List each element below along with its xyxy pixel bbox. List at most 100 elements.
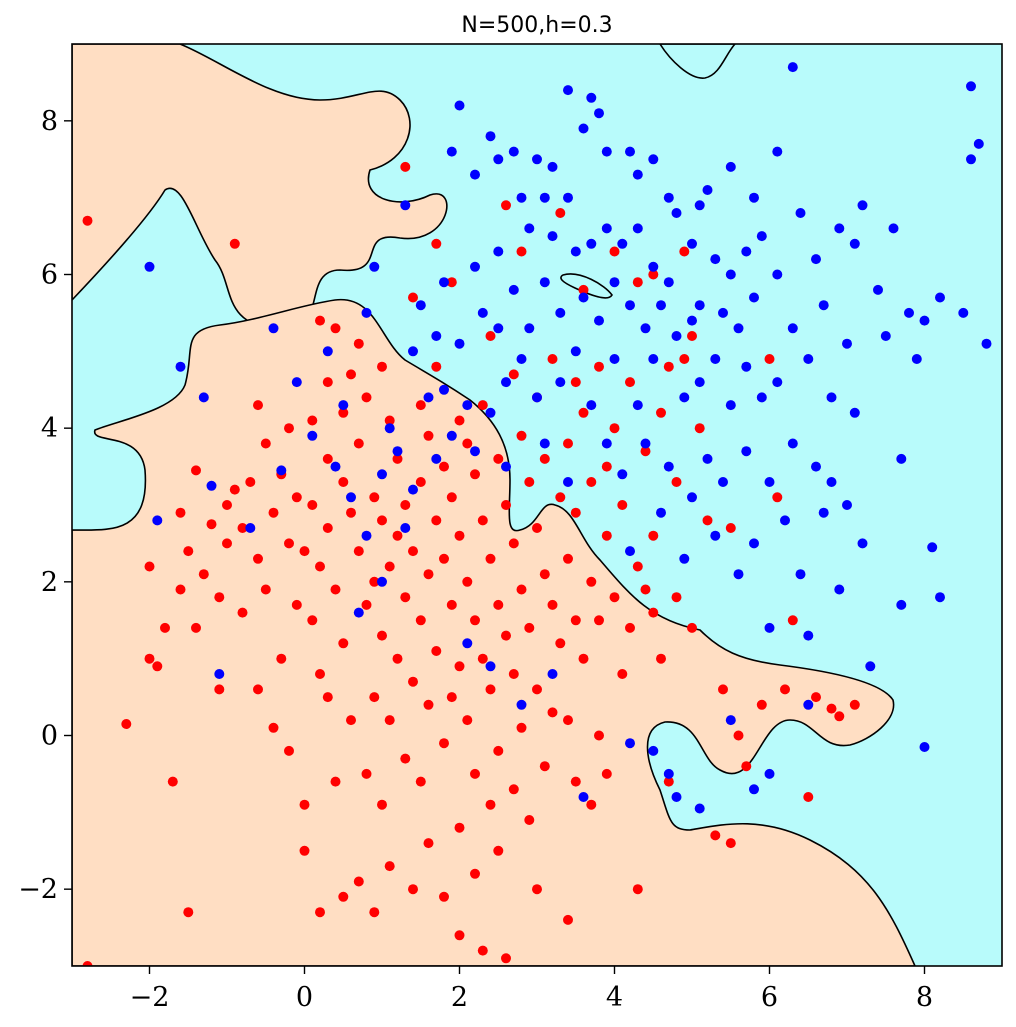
scatter-point-series-0-111 xyxy=(446,599,457,610)
scatter-point-series-0-128 xyxy=(477,945,488,956)
scatter-point-series-0-160 xyxy=(547,599,558,610)
scatter-point-series-1-114 xyxy=(718,307,728,318)
scatter-point-series-1-96 xyxy=(663,192,674,203)
scatter-point-series-0-62 xyxy=(346,715,356,726)
scatter-point-series-1-94 xyxy=(656,300,666,311)
scatter-point-series-1-53 xyxy=(524,223,535,234)
scatter-point-series-0-169 xyxy=(570,377,581,388)
scatter-point-series-0-106 xyxy=(439,553,449,564)
scatter-point-series-0-174 xyxy=(578,407,589,418)
scatter-point-series-1-142 xyxy=(811,254,821,265)
scatter-point-series-0-183 xyxy=(601,530,612,541)
scatter-point-series-0-0 xyxy=(82,215,93,226)
scatter-point-series-1-140 xyxy=(803,354,814,364)
scatter-point-series-1-30 xyxy=(431,453,442,464)
scatter-point-series-0-127 xyxy=(477,653,488,664)
scatter-point-series-0-74 xyxy=(377,361,387,372)
scatter-point-series-1-59 xyxy=(539,438,550,449)
scatter-point-series-1-129 xyxy=(764,477,775,487)
scatter-point-series-1-18 xyxy=(369,261,380,272)
scatter-point-series-0-199 xyxy=(648,607,659,618)
scatter-point-series-0-208 xyxy=(687,331,697,341)
scatter-point-series-1-138 xyxy=(795,208,806,218)
scatter-point-series-1-173 xyxy=(648,745,659,756)
scatter-point-series-1-54 xyxy=(524,323,535,334)
scatter-point-series-0-134 xyxy=(493,599,504,610)
scatter-point-series-1-149 xyxy=(842,338,852,349)
scatter-point-series-0-11 xyxy=(183,907,194,918)
scatter-point-series-0-70 xyxy=(369,492,380,503)
scatter-point-series-0-64 xyxy=(353,438,364,449)
scatter-point-series-0-124 xyxy=(470,868,480,879)
scatter-point-series-1-179 xyxy=(764,768,775,779)
scatter-point-series-1-31 xyxy=(439,277,449,288)
scatter-point-series-1-105 xyxy=(687,492,697,503)
scatter-point-series-1-128 xyxy=(756,392,767,403)
scatter-point-series-0-203 xyxy=(663,776,674,787)
scatter-point-series-0-35 xyxy=(284,538,294,549)
scatter-point-series-0-123 xyxy=(470,768,480,779)
scatter-point-series-1-121 xyxy=(741,246,752,257)
scatter-point-series-0-176 xyxy=(586,477,597,487)
scatter-point-series-1-117 xyxy=(725,269,736,280)
scatter-point-series-1-87 xyxy=(632,223,643,234)
scatter-point-series-0-92 xyxy=(408,884,418,895)
scatter-point-series-0-145 xyxy=(516,246,527,257)
scatter-point-series-1-29 xyxy=(431,331,442,341)
scatter-point-series-1-20 xyxy=(377,576,387,587)
scatter-point-series-1-61 xyxy=(547,231,558,242)
scatter-point-series-1-123 xyxy=(741,446,752,457)
scatter-point-series-0-226 xyxy=(834,711,845,722)
scatter-point-series-1-143 xyxy=(811,461,821,472)
scatter-point-series-0-221 xyxy=(780,684,790,695)
scatter-point-series-0-209 xyxy=(687,622,697,633)
scatter-point-series-0-138 xyxy=(501,500,511,510)
blue-island-top xyxy=(659,44,737,79)
scatter-point-series-0-192 xyxy=(632,277,643,288)
scatter-point-series-1-71 xyxy=(586,92,597,103)
scatter-point-series-0-173 xyxy=(578,284,589,295)
scatter-point-series-1-40 xyxy=(470,446,480,457)
scatter-point-series-0-75 xyxy=(377,515,387,526)
scatter-point-series-0-100 xyxy=(423,838,434,849)
scatter-point-series-1-113 xyxy=(710,530,721,541)
scatter-point-series-0-179 xyxy=(594,361,604,372)
scatter-point-series-0-180 xyxy=(594,615,604,626)
scatter-point-series-1-155 xyxy=(865,661,876,672)
scatter-point-series-1-21 xyxy=(384,423,395,434)
scatter-point-series-1-57 xyxy=(539,192,550,203)
scatter-point-series-1-159 xyxy=(896,453,907,464)
scatter-point-series-0-140 xyxy=(501,953,511,964)
points-layer xyxy=(82,62,992,966)
scatter-point-series-0-18 xyxy=(222,500,232,510)
scatter-point-series-0-181 xyxy=(594,730,604,741)
scatter-point-series-0-189 xyxy=(617,669,628,679)
scatter-point-series-0-72 xyxy=(369,692,380,703)
scatter-point-series-1-42 xyxy=(485,131,496,142)
scatter-point-series-1-130 xyxy=(764,622,775,633)
scatter-point-series-1-177 xyxy=(725,715,736,726)
scatter-point-series-1-78 xyxy=(601,438,612,449)
y-tick-label: 2 xyxy=(41,567,58,598)
scatter-point-series-0-6 xyxy=(160,622,170,633)
scatter-point-series-0-121 xyxy=(470,469,480,480)
scatter-point-series-0-150 xyxy=(524,622,535,633)
scatter-point-series-0-114 xyxy=(454,530,465,541)
scatter-point-series-0-36 xyxy=(284,745,294,756)
scatter-point-series-0-170 xyxy=(570,507,581,518)
scatter-point-series-0-57 xyxy=(338,477,349,487)
scatter-point-series-1-44 xyxy=(493,154,504,165)
scatter-point-series-1-136 xyxy=(787,438,798,449)
scatter-point-series-1-37 xyxy=(462,400,473,411)
scatter-point-series-1-66 xyxy=(563,477,573,487)
scatter-point-series-0-38 xyxy=(291,599,302,610)
scatter-point-series-0-98 xyxy=(423,569,434,580)
scatter-point-series-0-202 xyxy=(663,361,674,372)
scatter-point-series-1-170 xyxy=(966,154,976,165)
scatter-point-series-1-16 xyxy=(361,307,372,318)
scatter-point-series-0-78 xyxy=(384,415,395,426)
scatter-point-series-0-142 xyxy=(508,538,519,549)
scatter-point-series-0-87 xyxy=(400,592,411,603)
scatter-point-series-1-38 xyxy=(470,169,480,180)
